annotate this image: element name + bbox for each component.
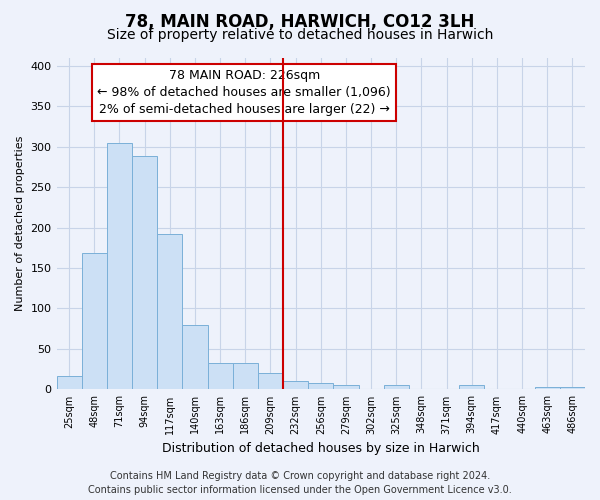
Text: 78, MAIN ROAD, HARWICH, CO12 3LH: 78, MAIN ROAD, HARWICH, CO12 3LH bbox=[125, 12, 475, 30]
Bar bbox=[182, 326, 208, 390]
Text: 78 MAIN ROAD: 226sqm
← 98% of detached houses are smaller (1,096)
2% of semi-det: 78 MAIN ROAD: 226sqm ← 98% of detached h… bbox=[97, 69, 391, 116]
Bar bbox=[233, 362, 258, 390]
Text: Size of property relative to detached houses in Harwich: Size of property relative to detached ho… bbox=[107, 28, 493, 42]
Y-axis label: Number of detached properties: Number of detached properties bbox=[15, 136, 25, 311]
Bar bbox=[132, 156, 157, 390]
Bar bbox=[308, 383, 334, 390]
Bar bbox=[208, 362, 233, 390]
Bar bbox=[560, 387, 585, 390]
Bar bbox=[334, 386, 359, 390]
Bar bbox=[383, 386, 409, 390]
Bar bbox=[107, 142, 132, 390]
Bar bbox=[459, 386, 484, 390]
Bar bbox=[258, 373, 283, 390]
X-axis label: Distribution of detached houses by size in Harwich: Distribution of detached houses by size … bbox=[162, 442, 479, 455]
Bar bbox=[157, 234, 182, 390]
Bar bbox=[283, 382, 308, 390]
Bar bbox=[535, 387, 560, 390]
Bar bbox=[82, 254, 107, 390]
Text: Contains HM Land Registry data © Crown copyright and database right 2024.
Contai: Contains HM Land Registry data © Crown c… bbox=[88, 471, 512, 495]
Bar bbox=[56, 376, 82, 390]
